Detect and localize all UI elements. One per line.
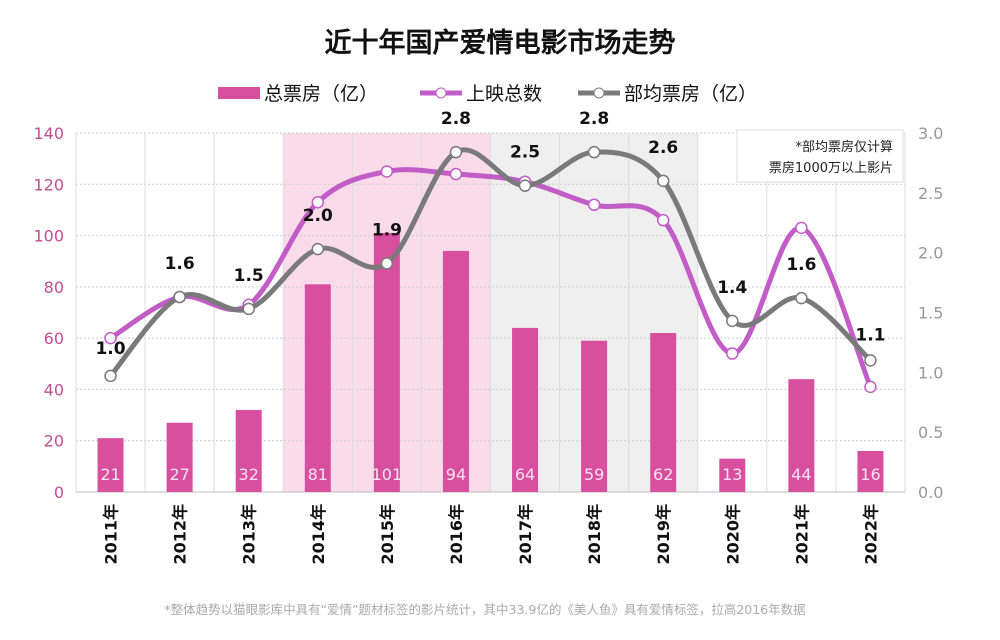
x-axis-tick: 2021年 [792, 504, 811, 565]
data-label: 2.8 [441, 109, 471, 129]
data-label: 1.9 [372, 220, 402, 240]
bar-label: 32 [239, 465, 259, 484]
left-axis-tick: 100 [33, 227, 64, 246]
bar-label: 94 [446, 465, 466, 484]
data-label: 1.5 [234, 266, 264, 286]
x-axis-tick: 2018年 [585, 504, 604, 565]
count-line-point [449, 167, 463, 181]
data-label: 1.6 [165, 254, 195, 274]
x-axis-tick: 2022年 [861, 504, 880, 565]
x-axis-tick: 2015年 [378, 504, 397, 565]
footnote: *整体趋势以猫眼影库中具有“爱情”题材标签的影片统计，其中33.9亿的《美人鱼》… [164, 602, 805, 617]
data-label: 1.4 [717, 278, 747, 298]
legend-label: 上映总数 [466, 83, 542, 105]
right-axis-tick: 1.5 [918, 304, 943, 323]
bar-label: 81 [308, 465, 328, 484]
left-axis-tick: 20 [44, 432, 64, 451]
count-line-point [864, 380, 877, 394]
annotation-box: *部均票房仅计算 票房1000万以上影片 [736, 129, 904, 183]
bar [719, 458, 746, 492]
x-axis-tick: 2019年 [654, 504, 673, 565]
bar [650, 333, 677, 492]
data-label: 2.5 [510, 143, 540, 163]
right-axis-tick: 2.0 [918, 244, 943, 263]
left-axis-tick: 0 [54, 483, 64, 502]
bar-label: 62 [653, 465, 673, 484]
count-line-point [726, 347, 739, 360]
count-line-point [656, 213, 670, 227]
right-axis-tick: 3.0 [918, 124, 943, 143]
bar [304, 284, 331, 492]
bar-label: 64 [515, 465, 535, 484]
legend-swatch-bar [218, 87, 260, 99]
bar [373, 233, 400, 492]
avg-box-office-line-point [726, 314, 739, 328]
legend-swatch-marker [593, 87, 605, 99]
data-label: 1.6 [786, 255, 816, 275]
avg-box-office-line-point [656, 174, 670, 188]
avg-box-office-line-point [449, 145, 463, 159]
bar [788, 379, 815, 492]
bar-label: 13 [722, 465, 742, 484]
data-label: 2.6 [648, 138, 678, 158]
right-axis-tick: 2.5 [918, 184, 943, 203]
avg-box-office-line-point [311, 242, 325, 256]
bar [235, 409, 262, 492]
data-label: 1.0 [95, 339, 125, 359]
legend: 总票房（亿） 上映总数 部均票房（亿） [218, 83, 757, 105]
right-axis-tick: 0.0 [918, 483, 943, 502]
data-label: 2.0 [303, 206, 333, 226]
bar-label: 59 [584, 465, 604, 484]
right-axis-tick: 0.5 [918, 423, 943, 442]
bar-label: 44 [791, 465, 811, 484]
x-axis-tick: 2016年 [447, 504, 466, 565]
bar [581, 340, 608, 492]
annotation-line-2: 票房1000万以上影片 [769, 160, 893, 176]
bar [166, 422, 193, 492]
bar-label: 101 [372, 465, 403, 484]
bar-label: 21 [100, 465, 120, 484]
avg-box-office-line-point [104, 369, 117, 383]
left-axis-tick: 120 [33, 175, 64, 194]
data-label: 1.1 [855, 325, 885, 345]
bar [857, 450, 884, 492]
left-axis-tick: 140 [33, 124, 64, 143]
bar-label: 27 [169, 465, 189, 484]
avg-box-office-line-point [518, 179, 532, 192]
x-axis-tick: 2017年 [516, 504, 535, 565]
right-axis-tick: 1.0 [918, 363, 943, 382]
legend-swatch-marker [435, 87, 447, 99]
x-axis-tick: 2012年 [171, 504, 190, 565]
bar [442, 250, 469, 492]
bar [97, 438, 124, 492]
count-line-point [795, 221, 808, 235]
x-axis-tick: 2011年 [102, 504, 121, 565]
avg-box-office-line-point [864, 354, 877, 367]
legend-label: 总票房（亿） [264, 83, 378, 105]
left-axis-tick: 60 [44, 329, 64, 348]
x-axis-tick: 2020年 [723, 504, 742, 565]
data-label: 2.8 [579, 109, 609, 129]
avg-box-office-line-point [795, 291, 808, 305]
annotation-line-1: *部均票房仅计算 [795, 139, 893, 155]
count-line-point [311, 195, 325, 209]
avg-box-office-line-point [173, 290, 186, 304]
bar [512, 327, 539, 492]
avg-box-office-line-point [587, 145, 601, 159]
count-line-point [380, 165, 394, 178]
legend-label: 部均票房（亿） [624, 83, 757, 105]
count-line-point [587, 198, 601, 212]
left-axis-tick: 40 [44, 380, 64, 399]
bar-label: 16 [860, 465, 880, 484]
left-axis-tick: 80 [44, 278, 64, 297]
x-axis-tick: 2014年 [309, 504, 328, 565]
avg-box-office-line-point [242, 302, 255, 316]
x-axis-tick: 2013年 [240, 504, 259, 565]
avg-box-office-line-point [380, 257, 394, 270]
chart-title: 近十年国产爱情电影市场走势 [325, 27, 676, 59]
count-line-point [104, 331, 117, 345]
